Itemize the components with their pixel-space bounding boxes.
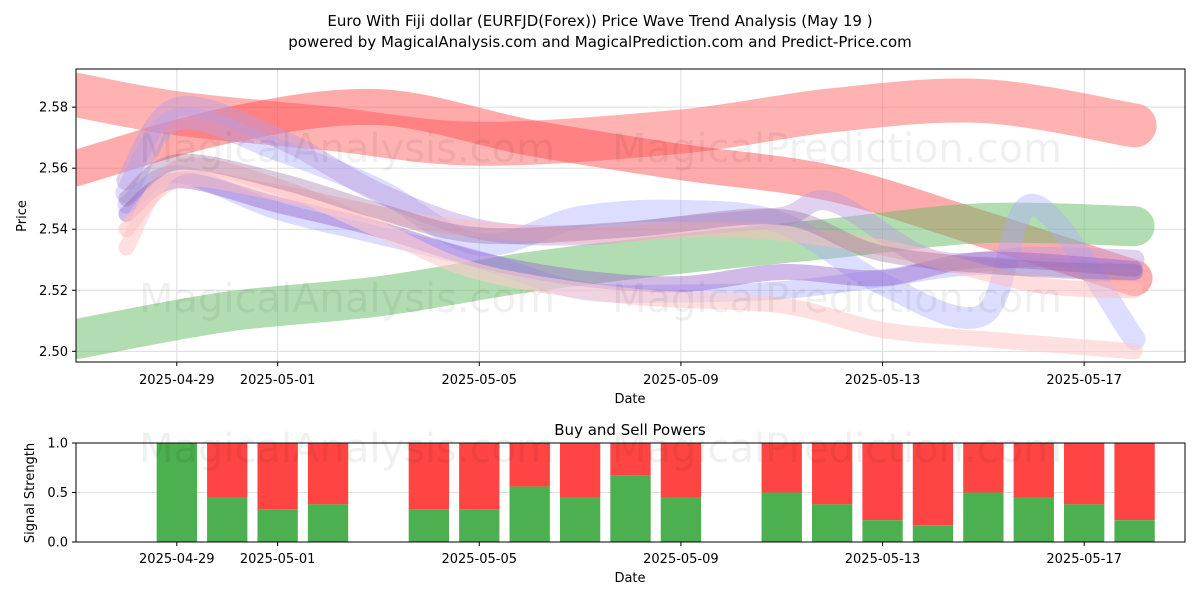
signal-x-tick-label: 2025-05-01: [240, 552, 316, 567]
watermark-prediction-mid: MagicalPrediction.com: [612, 276, 1062, 322]
buy-power-bar: [660, 497, 702, 542]
chart-title-line2: powered by MagicalAnalysis.com and Magic…: [288, 33, 912, 51]
price-x-tick-label: 2025-05-01: [240, 373, 316, 388]
price-wave-line-1: [76, 72, 1157, 166]
buy-power-bar: [761, 492, 802, 542]
price-wave-line-9: [118, 170, 1143, 299]
price-x-tick-label: 2025-05-09: [643, 373, 719, 388]
sell-power-bar: [1013, 443, 1054, 498]
signal-x-tick-label: 2025-05-13: [845, 552, 921, 567]
price-x-axis-label: Date: [614, 392, 645, 407]
price-y-tick-label: 2.50: [39, 345, 68, 360]
buy-power-bar: [912, 525, 954, 542]
sell-power-bar: [207, 443, 248, 498]
price-x-tick-label: 2025-05-05: [441, 373, 517, 388]
price-x-axis: 2025-04-29 2025-05-01 2025-05-05 2025-05-09…: [139, 362, 1122, 388]
buy-power-bar: [610, 475, 651, 542]
watermark-prediction-top: MagicalPrediction.com: [612, 126, 1062, 172]
signal-x-tick-label: 2025-05-17: [1046, 552, 1122, 567]
price-y-tick-label: 2.52: [39, 284, 68, 299]
signal-bars-group: [156, 443, 1155, 542]
price-y-tick-label: 2.58: [39, 101, 68, 116]
price-y-tick-label: 2.56: [39, 162, 68, 177]
price-y-axis: 2.50 2.52 2.54 2.56 2.58: [39, 101, 76, 360]
signal-x-tick-label: 2025-05-09: [643, 552, 719, 567]
buy-power-bar: [207, 497, 248, 542]
signal-chart: Buy and Sell Powers MagicalAnalysis.com …: [23, 421, 1186, 586]
sell-power-bar: [963, 443, 1004, 493]
price-wave-line-7: [118, 172, 1143, 293]
watermark-analysis-mid: MagicalAnalysis.com: [139, 276, 555, 322]
buy-power-bar: [862, 520, 903, 542]
buy-power-bar: [1064, 504, 1105, 542]
buy-power-bar: [811, 504, 853, 542]
price-wave-line-3: [76, 202, 1155, 360]
signal-y-tick-label: 0.5: [47, 486, 68, 501]
watermark-analysis-top: MagicalAnalysis.com: [139, 126, 555, 172]
sell-power-bar: [257, 443, 298, 510]
sell-power-bar: [307, 443, 349, 505]
buy-power-bar: [408, 509, 450, 542]
sell-power-bar: [811, 443, 853, 505]
signal-y-tick-label: 0.0: [47, 536, 68, 551]
buy-power-bar: [307, 504, 349, 542]
buy-power-bar: [257, 509, 298, 542]
sell-power-bar: [509, 443, 550, 487]
sell-power-bar: [862, 443, 903, 521]
price-chart-frame: [75, 68, 1186, 363]
signal-chart-title: Buy and Sell Powers: [554, 421, 706, 439]
price-series-group: [76, 72, 1157, 360]
sell-power-bar: [559, 443, 601, 498]
sell-power-bar: [459, 443, 500, 510]
price-x-tick-label: 2025-05-13: [845, 373, 921, 388]
watermark-analysis-bottom: MagicalAnalysis.com: [139, 426, 555, 472]
price-x-tick-label: 2025-05-17: [1046, 373, 1122, 388]
buy-power-bar: [509, 486, 550, 542]
sell-power-bar: [912, 443, 954, 526]
price-y-tick-label: 2.54: [39, 223, 68, 238]
buy-power-bar: [459, 509, 500, 542]
price-y-axis-label: Price: [15, 200, 30, 232]
buy-power-bar: [1013, 497, 1054, 542]
signal-x-tick-label: 2025-04-29: [139, 552, 215, 567]
price-wave-line-8: [118, 157, 1143, 360]
sell-power-bar: [761, 443, 802, 493]
buy-power-bar: [963, 492, 1004, 542]
signal-x-axis-label: Date: [614, 571, 645, 586]
sell-power-bar: [610, 443, 651, 476]
price-chart: MagicalAnalysis.com MagicalPrediction.co…: [15, 68, 1186, 407]
buy-power-bar: [1114, 520, 1155, 542]
sell-power-bar: [408, 443, 450, 510]
price-x-tick-label: 2025-04-29: [139, 373, 215, 388]
price-wave-line-4: [115, 107, 1146, 351]
signal-y-axis-label: Signal Strength: [23, 443, 38, 543]
signal-x-axis: 2025-04-29 2025-05-01 2025-05-05 2025-05-09…: [139, 542, 1122, 567]
buy-power-bar: [559, 497, 601, 542]
signal-y-tick-label: 1.0: [47, 437, 68, 452]
buy-power-bar: [156, 443, 197, 542]
watermark-prediction-bottom: MagicalPrediction.com: [612, 426, 1062, 472]
signal-x-tick-label: 2025-05-05: [441, 552, 517, 567]
chart-title-line1: Euro With Fiji dollar (EURFJD(Forex)) Pr…: [327, 12, 872, 30]
sell-power-bar: [660, 443, 702, 498]
signal-y-axis: 0.0 0.5 1.0: [47, 437, 76, 551]
sell-power-bar: [1114, 443, 1155, 521]
price-wave-line-10: [118, 153, 1143, 280]
sell-power-bar: [1064, 443, 1105, 505]
